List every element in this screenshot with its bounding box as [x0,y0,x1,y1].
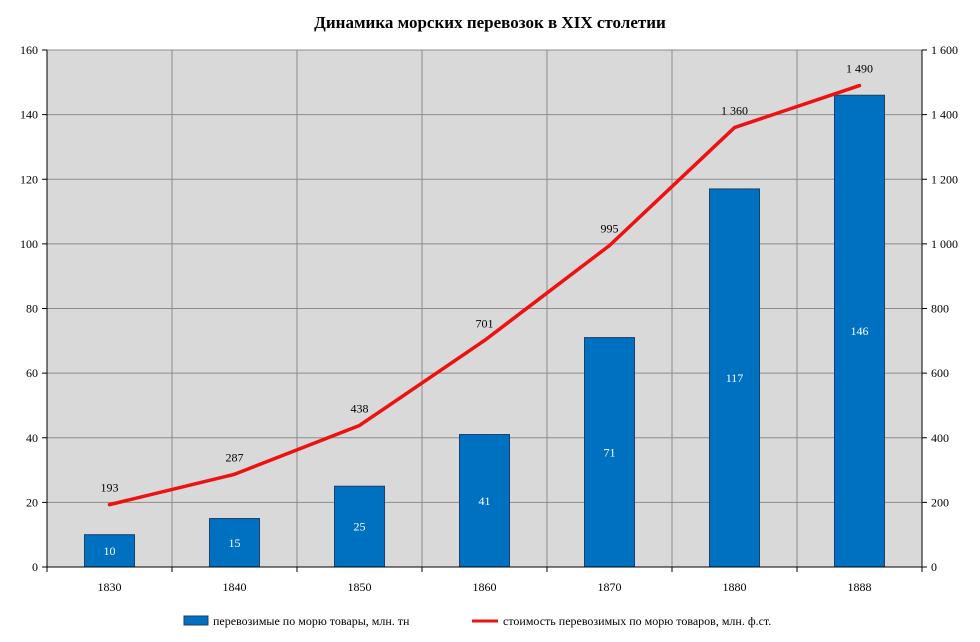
bar [459,434,510,568]
line-series [107,83,862,507]
y-axis-right-tick-label: 400 [931,431,949,445]
x-axis-tick-label: 1888 [848,580,872,594]
bar-series [84,94,885,568]
line-point [733,126,736,130]
y-axis-left-tick-label: 100 [20,237,38,251]
line-value-label: 1 360 [721,104,748,118]
line-value-label: 701 [476,316,494,330]
line-value-label: 1 490 [846,62,873,76]
legend: перевозимые по морю товары, млн. тн стои… [183,614,771,628]
y-axis-left-tick-label: 80 [26,302,38,316]
y-axis-right-tick-label: 800 [931,302,949,316]
y-axis-right-tick-label: 1 000 [931,237,958,251]
line-value-label: 287 [226,450,244,464]
bar [334,485,385,568]
y-axis-right-tick-label: 200 [931,495,949,509]
chart-title: Динамика морских перевозок в XIX столети… [314,13,666,32]
line-value-label: 193 [101,481,119,495]
y-axis-right: 0 200 400 600 800 1 000 1 200 1 400 1 600 [921,43,958,574]
y-axis-left-tick-label: 40 [26,431,38,445]
bar [209,518,260,568]
line-data-labels: 193 287 438 701 995 1 360 1 490 [101,62,874,495]
y-axis-left-tick-label: 160 [20,43,38,57]
x-axis: 1830 1840 1850 1860 1870 1880 1888 [46,566,923,594]
line-point [483,338,486,342]
x-axis-tick-label: 1850 [348,580,372,594]
line-point [108,503,111,507]
y-axis-left-tick-label: 20 [26,495,38,509]
y-axis-left-tick-label: 140 [20,108,38,122]
legend-label-bar: перевозимые по морю товары, млн. тн [213,614,410,628]
y-axis-left: 0 20 40 60 80 100 120 140 160 [20,43,48,574]
legend-swatch-bar [183,615,209,626]
bar-value-label: 25 [354,520,366,534]
bar [84,534,135,568]
x-axis-tick-label: 1870 [598,580,622,594]
line-value-label: 995 [601,221,619,235]
x-axis-tick-label: 1840 [223,580,247,594]
line-point [358,423,361,427]
grid-lines [47,49,922,567]
line-point [233,472,236,476]
bar [834,94,885,568]
x-axis-tick-label: 1880 [723,580,747,594]
y-axis-right-tick-label: 1 200 [931,172,958,186]
bar-data-labels: 10 15 25 41 71 117 146 [104,324,869,558]
x-axis-tick-label: 1830 [98,580,122,594]
y-axis-right-tick-label: 600 [931,366,949,380]
y-axis-left-tick-label: 0 [32,560,38,574]
y-axis-right-tick-label: 0 [931,560,937,574]
x-axis-tick-label: 1860 [473,580,497,594]
bar [584,337,635,568]
y-axis-left-tick-label: 60 [26,366,38,380]
y-axis-left-tick-label: 120 [20,172,38,186]
bar-value-label: 146 [851,324,869,338]
line-point [608,243,611,247]
bar-value-label: 10 [104,544,116,558]
bar-value-label: 15 [229,536,241,550]
bar [709,188,760,568]
y-axis-right-tick-label: 1 400 [931,108,958,122]
y-axis-right-tick-label: 1 600 [931,43,958,57]
bar-value-label: 71 [604,445,616,459]
bar-value-label: 117 [726,371,744,385]
line-point [858,84,861,88]
legend-label-line: стоимость перевозимых по морю товаров, м… [503,614,771,628]
line-value-label: 438 [351,401,369,415]
bar-value-label: 41 [479,494,491,508]
